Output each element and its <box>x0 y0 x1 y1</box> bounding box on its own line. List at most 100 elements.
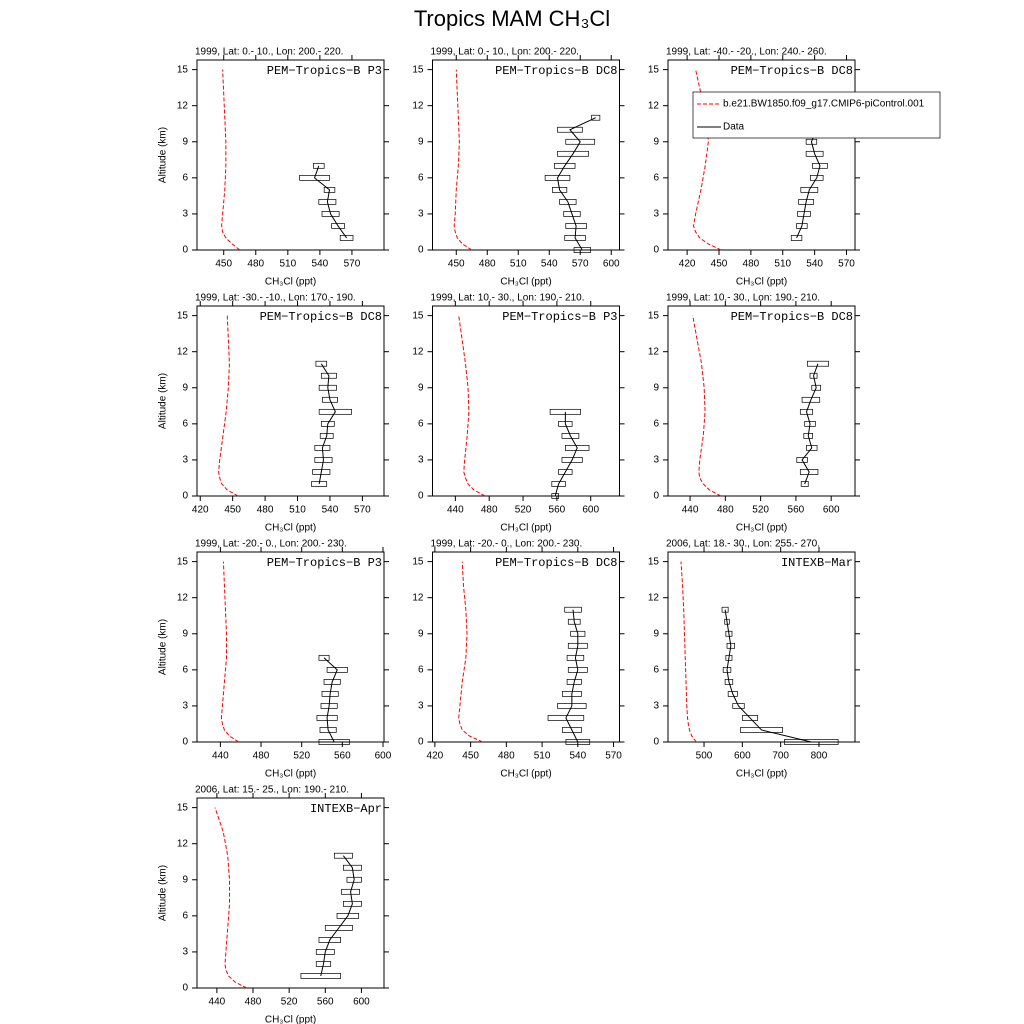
panel: 1999, Lat: 0.- 10., Lon: 200.- 220. PEM−T… <box>158 47 389 288</box>
panel-label: PEM−Tropics−B DC8 <box>731 64 853 78</box>
x-tick-label: 450 <box>215 259 232 270</box>
data-line <box>556 117 596 251</box>
y-tick-label: 12 <box>648 592 660 603</box>
plot-frame <box>196 797 385 989</box>
y-tick-label: 0 <box>653 245 659 256</box>
panel: 1999, Lat: -40.- -20., Lon: 240.- 260. PE… <box>648 47 941 288</box>
y-tick-label: 6 <box>418 172 424 183</box>
plot-frame <box>432 551 620 743</box>
error-box <box>326 666 348 673</box>
legend-label: Data <box>723 122 745 133</box>
x-tick-label: 700 <box>772 751 789 762</box>
y-tick-label: 9 <box>653 382 659 393</box>
x-tick-label: 420 <box>427 751 444 762</box>
data-line <box>313 165 348 239</box>
error-box <box>339 235 354 241</box>
x-tick-label: 600 <box>734 751 751 762</box>
y-tick-label: 12 <box>412 592 424 603</box>
error-box <box>741 715 759 721</box>
panel-label: PEM−Tropics−B P3 <box>267 556 382 570</box>
y-axis-label: Altitude (km) <box>158 865 169 921</box>
panel-subtitle: 2006, Lat: 15.- 25., Lon: 190.- 210. <box>195 785 349 796</box>
y-tick-label: 3 <box>182 701 188 712</box>
x-tick-label: 560 <box>549 505 566 516</box>
error-box <box>551 481 566 487</box>
error-box <box>336 912 360 919</box>
panel: 2006, Lat: 18.- 30., Lon: 255.- 270. INTE… <box>648 539 860 780</box>
x-tick-label: 510 <box>534 751 551 762</box>
x-tick-label: 480 <box>479 259 496 270</box>
panel-label: INTEXB−Mar <box>781 556 853 570</box>
x-axis-label: CH₃Cl (ppt) <box>500 523 551 534</box>
x-tick-label: 480 <box>247 259 264 270</box>
panel-label: INTEXB−Apr <box>310 802 382 816</box>
error-box <box>559 199 577 205</box>
x-axis-label: CH₃Cl (ppt) <box>265 1015 316 1024</box>
error-box <box>805 138 818 145</box>
panel-subtitle: 1999, Lat: -20.- 0., Lon: 200.- 230. <box>431 539 583 550</box>
y-tick-label: 6 <box>653 664 659 675</box>
x-axis-label: CH₃Cl (ppt) <box>500 769 551 780</box>
x-tick-label: 600 <box>603 259 620 270</box>
x-tick-label: 480 <box>498 751 515 762</box>
model-line <box>680 561 697 743</box>
x-tick-label: 560 <box>334 751 351 762</box>
y-tick-label: 6 <box>418 664 424 675</box>
y-tick-label: 0 <box>182 491 188 502</box>
error-box <box>564 445 590 451</box>
y-tick-label: 0 <box>418 245 424 256</box>
y-tick-label: 9 <box>418 382 424 393</box>
error-box <box>727 691 738 697</box>
error-box <box>331 223 345 229</box>
panel: 1999, Lat: 10.- 30., Lon: 190.- 210. PEM−… <box>412 293 625 534</box>
x-tick-label: 440 <box>212 751 229 762</box>
y-tick-label: 9 <box>182 136 188 147</box>
x-axis-label: CH₃Cl (ppt) <box>265 769 316 780</box>
y-axis-label: Altitude (km) <box>158 127 169 183</box>
x-tick-label: 450 <box>224 505 241 516</box>
y-tick-label: 12 <box>412 100 424 111</box>
error-box <box>591 114 601 121</box>
y-tick-label: 3 <box>653 455 659 466</box>
x-tick-label: 510 <box>774 259 791 270</box>
model-line <box>220 561 239 743</box>
model-line <box>458 561 483 743</box>
error-box <box>801 396 821 403</box>
error-box <box>561 727 582 733</box>
x-axis-label: CH₃Cl (ppt) <box>736 523 787 534</box>
x-tick-label: 800 <box>811 751 828 762</box>
panel-subtitle: 1999, Lat: -20.- 0., Lon: 200.- 230. <box>195 539 347 550</box>
x-tick-label: 600 <box>582 505 599 516</box>
error-box <box>558 469 573 475</box>
data-line <box>724 609 812 743</box>
x-axis-label: CH₃Cl (ppt) <box>265 523 316 534</box>
plot-frame <box>432 305 620 497</box>
y-tick-label: 6 <box>182 664 188 675</box>
error-box <box>547 715 585 721</box>
x-tick-label: 480 <box>717 505 734 516</box>
panel-subtitle: 1999, Lat: 0.- 10., Lon: 200.- 220. <box>431 47 579 58</box>
error-box <box>732 703 745 709</box>
error-box <box>313 162 325 169</box>
x-tick-label: 520 <box>281 997 298 1008</box>
y-tick-label: 0 <box>418 737 424 748</box>
x-tick-label: 510 <box>279 259 296 270</box>
panel-subtitle: 1999, Lat: -40.- -20., Lon: 240.- 260. <box>666 47 827 58</box>
plot-frame <box>667 59 856 251</box>
y-tick-label: 9 <box>653 628 659 639</box>
data-line <box>554 411 578 497</box>
x-tick-label: 540 <box>806 259 823 270</box>
x-tick-label: 510 <box>289 505 306 516</box>
panel-label: PEM−Tropics−B P3 <box>267 64 382 78</box>
panel-label: PEM−Tropics−B P3 <box>502 310 617 324</box>
plot-frame <box>667 551 856 743</box>
y-tick-label: 15 <box>648 64 660 75</box>
y-tick-label: 9 <box>653 136 659 147</box>
y-tick-label: 12 <box>177 592 189 603</box>
y-tick-label: 6 <box>653 172 659 183</box>
panel-label: PEM−Tropics−B DC8 <box>260 310 382 324</box>
error-box <box>333 852 353 859</box>
legend-box <box>692 91 941 139</box>
x-tick-label: 450 <box>711 259 728 270</box>
y-tick-label: 0 <box>182 737 188 748</box>
